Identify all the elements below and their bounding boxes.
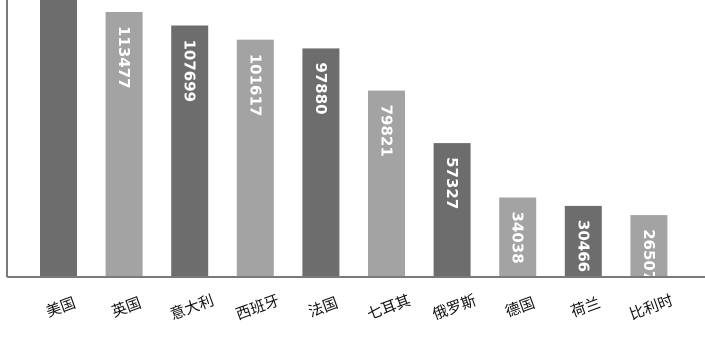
data-label-10: 26507 bbox=[640, 229, 658, 281]
category-label-9: 荷兰 bbox=[568, 294, 602, 321]
data-label-9: 30466 bbox=[574, 220, 592, 272]
bar-5 bbox=[302, 48, 340, 278]
bar-1 bbox=[40, 0, 77, 277]
bar-6 bbox=[368, 90, 405, 277]
data-label-5: 97880 bbox=[312, 62, 330, 114]
bar-3 bbox=[171, 25, 209, 277]
data-label-2: 113477 bbox=[115, 26, 133, 89]
category-label-2: 英国 bbox=[109, 294, 143, 321]
bars-group bbox=[40, 0, 668, 278]
bar-10 bbox=[630, 215, 668, 277]
category-labels-group: 美国 英国 意大利 西班牙 法国 七耳其 俄罗斯 德国 荷兰 比利时 bbox=[44, 291, 676, 323]
data-label-6: 79821 bbox=[378, 105, 396, 157]
bar-2 bbox=[105, 12, 143, 277]
category-label-8: 德国 bbox=[503, 294, 537, 321]
category-label-6: 七耳其 bbox=[365, 291, 413, 323]
category-label-7: 俄罗斯 bbox=[430, 291, 478, 323]
data-label-8: 34038 bbox=[509, 212, 527, 264]
bar-8 bbox=[499, 197, 537, 277]
data-label-4: 101617 bbox=[246, 54, 264, 117]
category-label-5: 法国 bbox=[306, 294, 340, 321]
data-label-3: 107699 bbox=[181, 40, 199, 103]
bar-4 bbox=[236, 39, 274, 278]
category-label-3: 意大利 bbox=[168, 291, 216, 323]
data-label-7: 57327 bbox=[443, 157, 461, 209]
category-label-10: 比利时 bbox=[627, 291, 675, 323]
bar-9 bbox=[564, 205, 602, 277]
axes-group bbox=[6, 0, 705, 278]
data-labels-group: 113477 107699 101617 97880 79821 57327 34038 30… bbox=[115, 26, 658, 281]
category-label-1: 美国 bbox=[44, 294, 78, 321]
category-label-4: 西班牙 bbox=[233, 291, 281, 323]
bar-7 bbox=[433, 143, 471, 277]
